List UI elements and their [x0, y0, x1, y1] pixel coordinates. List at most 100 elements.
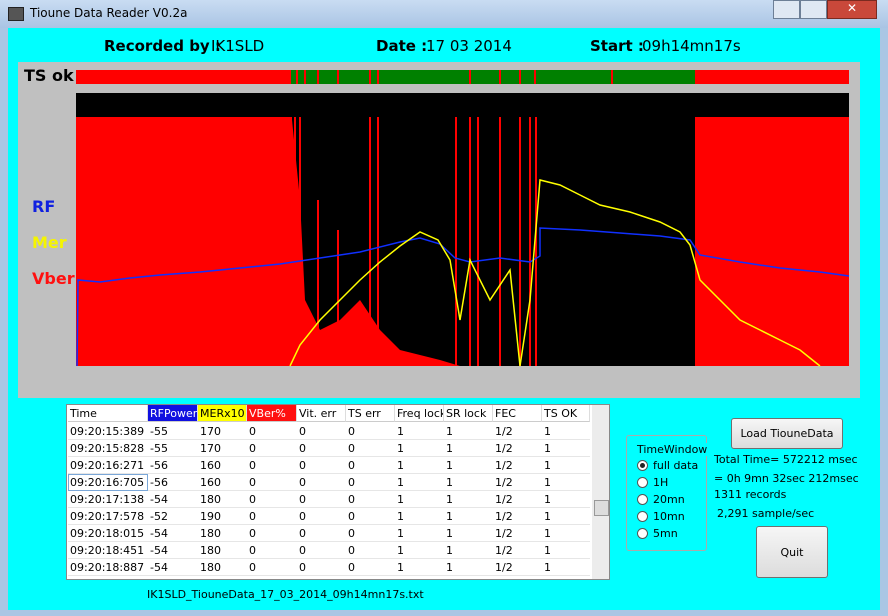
table-cell: 1/2: [493, 525, 542, 542]
quit-button[interactable]: Quit: [756, 526, 828, 578]
table-cell: 0: [297, 474, 346, 491]
table-cell: 1/2: [493, 508, 542, 525]
table-cell: -56: [148, 457, 198, 474]
table-cell: 160: [198, 457, 247, 474]
maximize-button[interactable]: [800, 0, 827, 19]
table-cell: 1: [444, 525, 493, 542]
table-cell: 1: [542, 559, 590, 576]
table-cell: -54: [148, 559, 198, 576]
table-cell: -55: [148, 423, 198, 440]
recorded-value: IK1SLD: [211, 37, 265, 55]
table-cell: 1: [444, 491, 493, 508]
column-header[interactable]: Freq lock: [395, 405, 444, 422]
table-cell: 1: [395, 525, 444, 542]
table-cell: 09:20:16:705: [68, 474, 148, 491]
table-cell: -56: [148, 474, 198, 491]
total-time: Total Time= 572212 msec: [714, 453, 858, 466]
table-cell: 0: [247, 423, 297, 440]
table-cell: 0: [346, 542, 395, 559]
table-cell: 190: [198, 508, 247, 525]
table-cell: 1: [395, 457, 444, 474]
ts-label: TS ok: [24, 66, 74, 85]
column-header[interactable]: Vit. err: [297, 405, 346, 422]
table-cell: 180: [198, 559, 247, 576]
table-cell: 1: [542, 423, 590, 440]
column-header[interactable]: TS err: [346, 405, 395, 422]
table-cell: 180: [198, 542, 247, 559]
vber-region: [76, 117, 292, 366]
ts-error-marks: [296, 70, 613, 84]
radio-button[interactable]: [637, 528, 648, 539]
table-cell: 0: [247, 525, 297, 542]
radio-label[interactable]: 5mn: [653, 527, 678, 540]
radio-label[interactable]: 20mn: [653, 493, 685, 506]
close-button[interactable]: ✕: [827, 0, 877, 19]
plot-graphics: [76, 70, 850, 367]
duration: = 0h 9mn 32sec 212msec: [714, 472, 859, 485]
radio-button[interactable]: [637, 494, 648, 505]
table-cell: 0: [297, 440, 346, 457]
app-icon: [8, 7, 24, 21]
column-header[interactable]: VBer%: [247, 405, 297, 422]
table-cell: 0: [247, 457, 297, 474]
table-cell: 1: [395, 559, 444, 576]
title-bar: Tioune Data Reader V0.2a ✕: [0, 0, 888, 28]
table-scrollbar[interactable]: [592, 405, 609, 579]
table-cell: 170: [198, 440, 247, 457]
column-header[interactable]: RFPower: [148, 405, 198, 422]
radio-button[interactable]: [637, 511, 648, 522]
column-header[interactable]: SR lock: [444, 405, 493, 422]
mer-trace: [289, 179, 821, 367]
table-cell: 0: [346, 525, 395, 542]
table-cell: 1/2: [493, 423, 542, 440]
table-cell: 1: [542, 474, 590, 491]
table-cell: 1: [395, 440, 444, 457]
load-button[interactable]: Load TiouneData: [731, 418, 843, 449]
table-cell: 09:20:15:828: [68, 440, 148, 457]
table-cell: 1/2: [493, 542, 542, 559]
radio-label[interactable]: 1H: [653, 476, 669, 489]
column-header[interactable]: FEC: [493, 405, 542, 422]
column-header[interactable]: MERx10: [198, 405, 247, 422]
ts-ok-region: [291, 70, 695, 84]
mer-label: Mer: [32, 233, 67, 252]
table-cell: 1: [444, 457, 493, 474]
table-cell: 1/2: [493, 491, 542, 508]
table-cell: 0: [297, 542, 346, 559]
radio-label[interactable]: 10mn: [653, 510, 685, 523]
table-cell: 0: [297, 491, 346, 508]
table-cell: 1: [542, 457, 590, 474]
column-header[interactable]: Time: [68, 405, 148, 422]
table-cell: 0: [297, 508, 346, 525]
table-cell: 1/2: [493, 474, 542, 491]
table-cell: 1: [444, 542, 493, 559]
table-cell: 0: [247, 508, 297, 525]
table-cell: 160: [198, 474, 247, 491]
minimize-button[interactable]: [773, 0, 800, 19]
records: 1311 records: [714, 488, 787, 501]
table-cell: 1/2: [493, 559, 542, 576]
file-name: IK1SLD_TiouneData_17_03_2014_09h14mn17s.…: [147, 588, 424, 601]
radio-button[interactable]: [637, 460, 648, 471]
table-cell: 0: [346, 559, 395, 576]
table-cell: -54: [148, 525, 198, 542]
table-cell: 1: [395, 508, 444, 525]
table-cell: 180: [198, 491, 247, 508]
table-cell: 1: [395, 474, 444, 491]
table-cell: 1/2: [493, 440, 542, 457]
radio-button[interactable]: [637, 477, 648, 488]
table-cell: 1: [395, 491, 444, 508]
recorded-label: Recorded by :: [104, 37, 221, 55]
table-cell: 1: [542, 491, 590, 508]
table-cell: 0: [297, 559, 346, 576]
scroll-thumb[interactable]: [594, 500, 609, 516]
column-header[interactable]: TS OK: [542, 405, 590, 422]
table-cell: 0: [297, 423, 346, 440]
table-cell: 0: [297, 525, 346, 542]
table-cell: 1: [444, 440, 493, 457]
table-cell: 0: [247, 559, 297, 576]
table-cell: 0: [247, 474, 297, 491]
radio-label[interactable]: full data: [653, 459, 699, 472]
table-cell: 0: [346, 457, 395, 474]
time-window-group: [626, 435, 707, 551]
